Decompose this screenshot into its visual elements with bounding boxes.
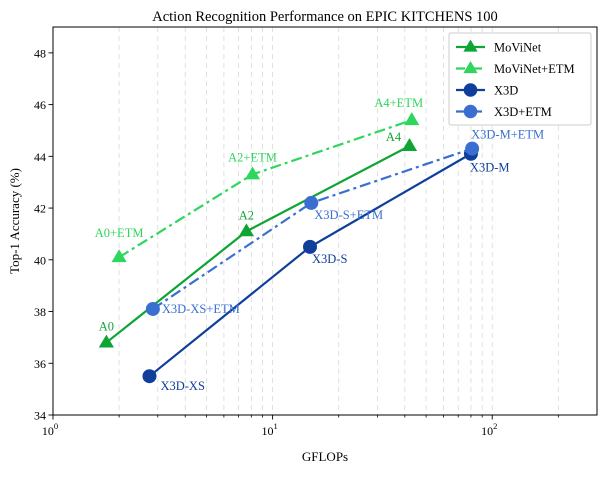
point-movinet: [238, 223, 255, 237]
series-layer: [98, 112, 480, 384]
legend-marker-movinet: [463, 39, 478, 52]
point-movinet-etm: [404, 112, 420, 126]
point-x3d-etm: [465, 141, 480, 156]
legend: MoViNet MoViNet+ETM X3D X3D+ETM: [448, 32, 592, 126]
point-x3d-etm: [304, 195, 319, 210]
point-label: A2: [239, 208, 254, 222]
point-movinet: [98, 334, 114, 348]
point-x3d-etm: [145, 301, 160, 316]
point-label: A0: [99, 320, 114, 334]
legend-label-movinet-etm: MoViNet+ETM: [494, 62, 575, 76]
legend-label-x3d-etm: X3D+ETM: [494, 105, 552, 119]
y-tick-label: 34: [34, 409, 46, 423]
y-tick-label: 48: [34, 46, 46, 60]
point-x3d: [142, 369, 157, 384]
point-label: X3D-M+ETM: [471, 128, 544, 142]
x-tick-label: 100: [42, 421, 58, 438]
point-movinet: [401, 137, 418, 151]
point-movinet-etm: [111, 249, 127, 263]
x-tick-label: 101: [261, 421, 277, 438]
y-tick-label: 36: [34, 357, 46, 371]
y-axis-label: Top-1 Accuracy (%): [7, 168, 22, 274]
labels-layer: A0 A2 A4 A0+ETM A2+ETM A4+ETM X3D-XS X3D-S X3D-M…: [95, 96, 544, 393]
legend-marker-movinet-etm: [463, 61, 478, 74]
legend-box: [448, 32, 592, 126]
x-axis-label: GFLOPs: [302, 449, 348, 464]
series-line-x3d-etm: [152, 147, 473, 310]
point-label: A0+ETM: [95, 226, 144, 240]
y-tick-label: 40: [34, 253, 46, 267]
x-tick-label: 102: [481, 421, 497, 438]
point-label: X3D-XS: [160, 379, 204, 393]
chart-title: Action Recognition Performance on EPIC K…: [152, 9, 498, 25]
legend-label-movinet: MoViNet: [494, 41, 542, 55]
point-label: A2+ETM: [228, 150, 277, 164]
y-tick-label: 42: [34, 202, 46, 216]
legend-label-x3d: X3D: [494, 84, 518, 98]
point-label: X3D-M: [470, 161, 510, 175]
y-tick-label: 44: [34, 150, 46, 164]
point-label: X3D-S: [312, 252, 347, 266]
point-movinet-etm: [244, 166, 261, 180]
point-label: A4: [386, 130, 402, 144]
point-label: X3D-S+ETM: [314, 208, 383, 222]
legend-marker-x3d-etm: [463, 104, 478, 119]
point-x3d: [303, 239, 318, 254]
plot-frame: [52, 26, 598, 416]
legend-marker-x3d: [463, 83, 478, 97]
y-tick-label: 38: [34, 305, 46, 319]
point-label: X3D-XS+ETM: [162, 302, 240, 316]
y-tick-label: 46: [34, 98, 46, 112]
axes-layer: 100 101 102 34 36 38 40 42 44 46 48: [34, 46, 559, 438]
point-label: A4+ETM: [374, 96, 423, 110]
